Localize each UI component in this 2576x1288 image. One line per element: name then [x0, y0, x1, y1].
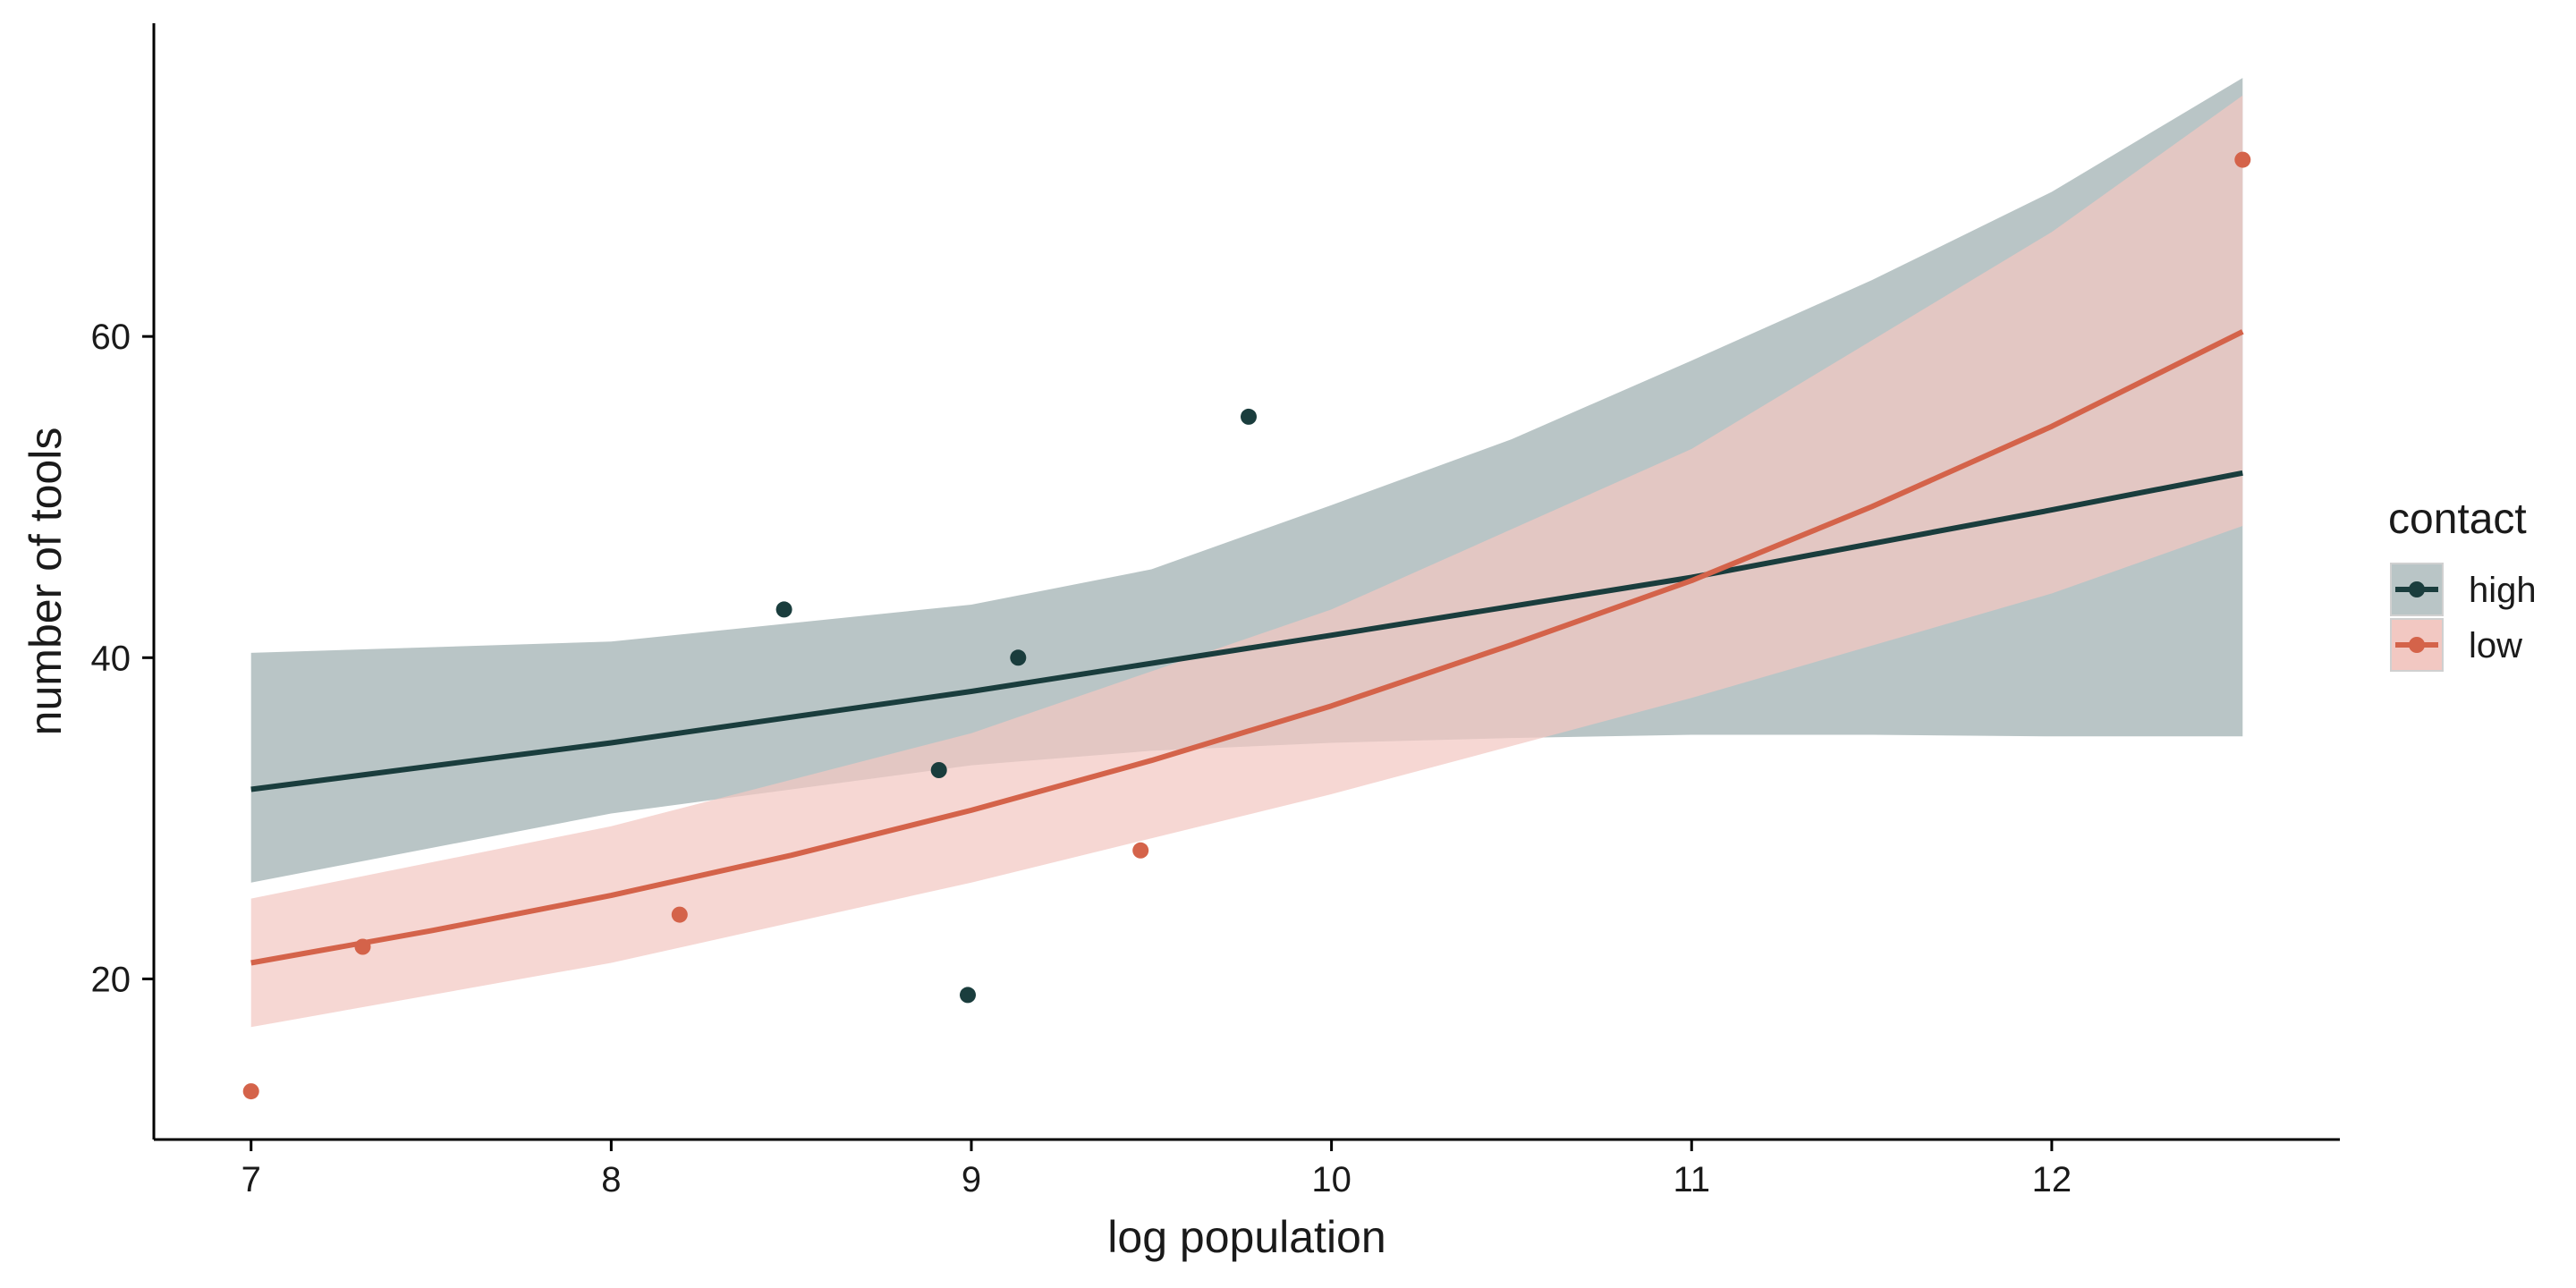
fit-line-low [250, 329, 2244, 966]
data-point-low-4 [2234, 151, 2251, 168]
data-point-high-2 [960, 987, 976, 1004]
legend-title: contact [2388, 496, 2527, 543]
x-tick-label: 11 [1673, 1160, 1710, 1199]
y-axis-title: number of tools [21, 428, 71, 736]
y-tick-label: 60 [91, 318, 131, 357]
data-point-high-3 [1010, 649, 1027, 666]
confidence-band-low [250, 95, 2243, 1028]
x-tick-label: 9 [962, 1160, 981, 1199]
data-point-high-1 [930, 762, 947, 778]
legend-item-high: high [2390, 563, 2537, 616]
fit-line-high [250, 470, 2243, 792]
legend-key-point [2409, 581, 2425, 597]
legend-key-point [2409, 637, 2425, 653]
confidence-bands [250, 78, 2243, 1028]
axes [152, 23, 2340, 1141]
fit-lines [250, 329, 2244, 966]
x-axis-title: log population [1107, 1212, 1385, 1262]
x-tick-label: 7 [242, 1160, 261, 1199]
data-point-low-1 [354, 938, 371, 955]
data-point-low-0 [242, 1083, 259, 1100]
legend-item-low: low [2390, 618, 2522, 672]
legend-label-high: high [2469, 571, 2537, 610]
legend-items: high low [2390, 563, 2537, 672]
data-point-low-2 [671, 906, 688, 923]
x-tick-label: 8 [601, 1160, 621, 1199]
legend: contact high low [2388, 496, 2537, 672]
legend-label-low: low [2469, 626, 2522, 665]
data-points [242, 151, 2251, 1100]
data-point-high-4 [1241, 408, 1257, 425]
y-ticks: 20 40 60 [91, 318, 154, 999]
x-ticks: 7 8 9 10 11 12 [242, 1140, 2072, 1199]
y-tick-label: 20 [91, 960, 131, 999]
data-point-low-3 [1132, 842, 1149, 859]
x-tick-label: 10 [1311, 1160, 1352, 1199]
data-point-high-0 [775, 601, 792, 618]
x-tick-label: 12 [2032, 1160, 2072, 1199]
y-tick-label: 40 [91, 639, 131, 678]
